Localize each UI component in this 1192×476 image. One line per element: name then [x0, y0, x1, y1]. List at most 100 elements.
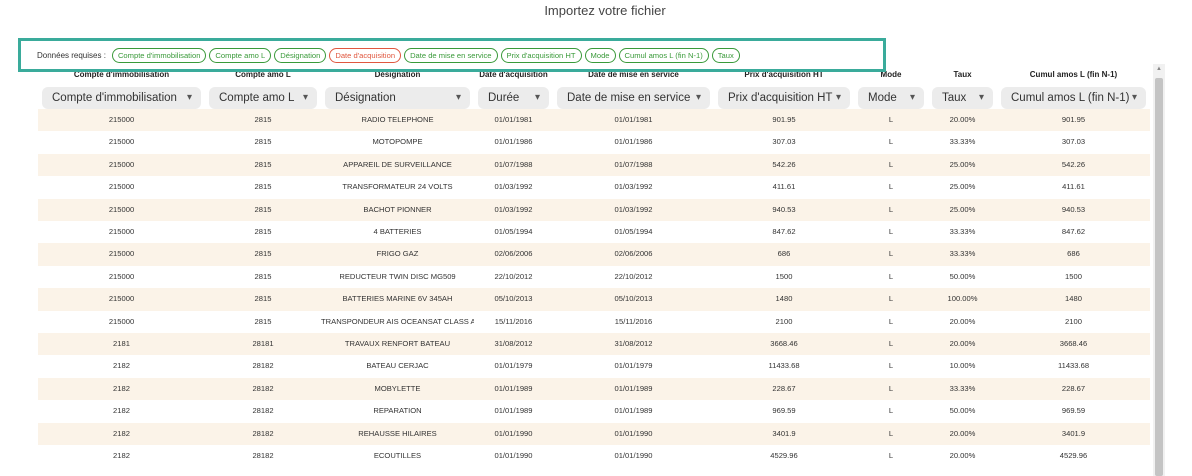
table-cell: 215000: [108, 316, 135, 326]
table-cell: 2100: [1065, 316, 1082, 326]
table-cell: L: [888, 159, 894, 169]
table-cell: 100.00%: [947, 294, 978, 304]
table-cell: 01/05/1994: [494, 227, 533, 236]
column-select[interactable]: Compte d'immobilisation: [42, 87, 201, 109]
table-cell: L: [888, 137, 894, 147]
table-row: 215000 2815 BACHOT PIONNER 01/03/1992 01/03/…: [38, 198, 1150, 221]
table-cell: 01/01/1979: [494, 361, 533, 371]
table-row: 2182 28182 REPARATION 01/01/1989 01/01/1989 9…: [38, 400, 1150, 422]
table-row: 215000 2815 APPAREIL DE SURVEILLANCE 01/07/…: [38, 153, 1150, 177]
table-cell: 901.95: [1061, 115, 1086, 124]
required-tag: Date d'acquisition: [329, 47, 402, 63]
column-select[interactable]: Date de mise en service: [557, 87, 710, 109]
table-cell: 2815: [254, 316, 272, 326]
table-cell: 33.33%: [949, 383, 976, 393]
table-cell: REHAUSSE HILAIRES: [358, 428, 437, 438]
table-cell: 2815: [254, 294, 272, 304]
table-cell: 15/11/2016: [494, 316, 533, 326]
column-header: Date d'acquisition: [479, 70, 548, 79]
table-cell: ECOUTILLES: [373, 451, 422, 460]
table-cell: TRAVAUX RENFORT BATEAU: [344, 339, 451, 348]
table-cell: 2100: [775, 316, 793, 326]
table-cell: 01/07/1988: [494, 159, 533, 169]
table-cell: 01/01/1979: [614, 361, 653, 371]
table-cell: 969.59: [772, 406, 796, 416]
required-tag: Prix d'acquisition HT: [500, 47, 582, 63]
table-cell: 01/03/1992: [494, 204, 533, 214]
table-cell: RADIO TELEPHONE: [361, 115, 434, 124]
table-cell: 542.26: [1061, 159, 1086, 169]
table-cell: 01/07/1988: [614, 159, 653, 169]
column-header: Prix d'acquisition HT: [744, 70, 824, 79]
scrollbar-thumb[interactable]: [1155, 78, 1163, 476]
table-cell: 215000: [108, 159, 135, 169]
table-cell: 215000: [108, 204, 135, 214]
table-cell: 2182: [113, 383, 130, 393]
table-cell: L: [888, 271, 894, 281]
table-cell: 01/01/1990: [614, 428, 653, 438]
table-cell: 307.03: [1061, 137, 1086, 147]
table-cell: 25.00%: [949, 182, 976, 192]
table-row: 215000 2815 MOTOPOMPE 01/01/1986 01/01/1986 3…: [38, 131, 1150, 153]
table-cell: L: [888, 428, 894, 438]
table-cell: 542.26: [772, 159, 796, 169]
table-cell: 20.00%: [949, 451, 976, 460]
table-cell: L: [888, 182, 894, 192]
required-tag: Compte d'immobilisation: [111, 47, 207, 63]
table-row: 215000 2815 BATTERIES MARINE 6V 345AH 05/10…: [38, 288, 1150, 311]
table-cell: 215000: [108, 182, 135, 192]
table-cell: 20.00%: [949, 316, 976, 326]
table-cell: 01/01/1990: [614, 451, 653, 460]
table-row: 2181 28181 TRAVAUX RENFORT BATEAU 31/08/201…: [38, 333, 1150, 356]
table-cell: 01/01/1989: [614, 383, 653, 393]
table-cell: 25.00%: [949, 204, 976, 214]
column-select[interactable]: Mode: [858, 87, 924, 109]
table-row: 2182 28182 REHAUSSE HILAIRES 01/01/1990 01/0…: [38, 422, 1150, 445]
table-cell: L: [888, 339, 894, 348]
required-tag: Mode: [584, 47, 616, 63]
table-cell: 901.95: [772, 115, 796, 124]
column-header: Compte d'immobilisation: [73, 70, 170, 79]
table-cell: L: [888, 316, 894, 326]
table-cell: 28182: [252, 428, 274, 438]
column-select[interactable]: Cumul amos L (fin N-1): [1001, 87, 1146, 109]
table-cell: 215000: [108, 115, 135, 124]
table-cell: 215000: [108, 137, 135, 147]
column-select[interactable]: Taux: [932, 87, 993, 109]
table-cell: 2815: [254, 271, 272, 281]
table-row: 215000 2815 FRIGO GAZ 02/06/2006 02/06/2006 6…: [38, 243, 1150, 266]
column-select[interactable]: Durée: [478, 87, 549, 109]
table-cell: APPAREIL DE SURVEILLANCE: [343, 159, 452, 169]
table-cell: BATEAU CERJAC: [366, 361, 429, 371]
table-cell: 01/01/1989: [494, 383, 533, 393]
table-cell: 10.00%: [949, 361, 976, 371]
table-cell: 33.33%: [949, 249, 976, 259]
table-cell: 50.00%: [949, 406, 976, 416]
table-cell: TRANSPONDEUR AIS OCEANSAT CLASS A: [321, 316, 474, 326]
table-cell: L: [888, 204, 894, 214]
table-cell: 01/03/1992: [614, 182, 653, 192]
column-header: Mode: [880, 70, 902, 79]
column-select[interactable]: Prix d'acquisition HT: [718, 87, 850, 109]
table-cell: 228.67: [1061, 383, 1086, 393]
table-cell: 33.33%: [949, 137, 976, 147]
table-cell: BACHOT PIONNER: [363, 204, 432, 214]
table-row: 2182 28182 ECOUTILLES 01/01/1990 01/01/1990 4…: [38, 445, 1150, 467]
table-cell: 22/10/2012: [494, 271, 533, 281]
table-cell: 847.62: [1061, 227, 1086, 236]
table-cell: 28181: [252, 339, 274, 348]
table-cell: L: [888, 361, 894, 371]
column-header: Cumul amos L (fin N-1): [1029, 70, 1118, 79]
table-cell: 969.59: [1061, 406, 1086, 416]
column-select[interactable]: Désignation: [325, 87, 470, 109]
table-cell: 4529.96: [1059, 451, 1088, 460]
table-cell: 2815: [254, 182, 272, 192]
table-cell: 411.61: [772, 182, 796, 192]
scroll-up[interactable]: ▲: [1156, 66, 1162, 72]
table-cell: 2182: [113, 451, 130, 460]
column-select[interactable]: Compte amo L: [209, 87, 317, 109]
table-row: 215000 2815 TRANSPONDEUR AIS OCEANSAT CLAS…: [38, 311, 1150, 333]
table-cell: 1480: [775, 294, 793, 304]
table-cell: 411.61: [1062, 182, 1085, 192]
